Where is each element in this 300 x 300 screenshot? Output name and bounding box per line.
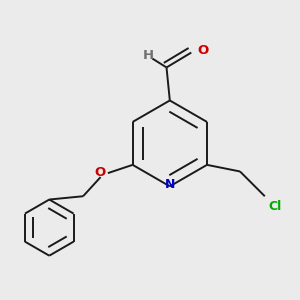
Text: O: O [197, 44, 208, 57]
Text: Cl: Cl [268, 200, 281, 212]
Text: O: O [94, 166, 105, 178]
Text: H: H [143, 50, 154, 62]
Text: N: N [165, 178, 175, 191]
